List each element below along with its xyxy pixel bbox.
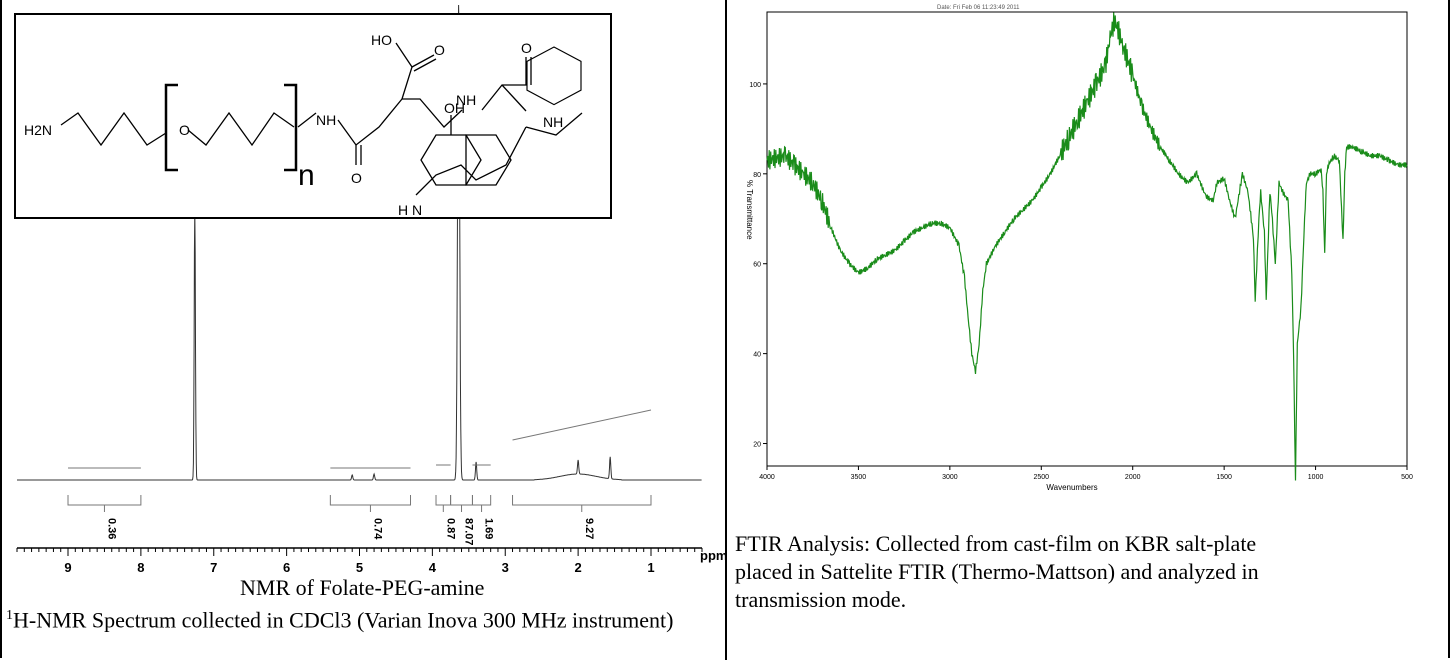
label-nh2: NH	[456, 92, 476, 108]
nmr-integral-label: 0.36	[105, 518, 117, 539]
label-ho: HO	[371, 32, 392, 48]
nmr-caption: 1H-NMR Spectrum collected in CDCl3 (Vari…	[6, 602, 721, 634]
label-n-sub: n	[298, 159, 315, 192]
label-oh: OH	[444, 100, 465, 116]
nmr-spectrum: 9 8 7 6 5 4 3 2 1 0.36 0.74 0.87 87.07 1.69 9.27 ppm	[16, 4, 725, 575]
nmr-caption-text: H-NMR Spectrum collected in CDCl3 (Varia…	[13, 607, 674, 633]
nmr-spectrum-line	[17, 4, 702, 481]
label-h2n: H2N	[24, 122, 52, 138]
label-nh3: NH	[543, 114, 563, 130]
label-o-amide2: O	[521, 40, 532, 56]
ftir-x-tick-label: 1000	[1308, 474, 1324, 481]
nmr-tick-label: 2	[574, 560, 581, 575]
nmr-axis-unit: ppm	[700, 548, 725, 563]
nmr-plot-area	[17, 4, 702, 481]
nmr-integral-label: 9.27	[583, 518, 595, 539]
nmr-x-axis: 9 8 7 6 5 4 3 2 1	[16, 547, 703, 575]
nmr-integrals: 0.36 0.74 0.87 87.07 1.69 9.27	[67, 495, 652, 546]
ftir-y-tick-label: 40	[753, 352, 761, 359]
ftir-x-tick-label: 500	[1401, 474, 1413, 481]
ftir-x-tick-label: 2500	[1033, 474, 1049, 481]
nmr-tick-label: 4	[429, 560, 437, 575]
label-o: O	[179, 122, 190, 138]
ftir-x-tick-label: 3500	[851, 474, 867, 481]
nmr-integral-bracket	[450, 495, 473, 512]
nmr-caption-sup: 1	[6, 608, 13, 623]
nmr-integral-bracket	[435, 495, 452, 512]
ftir-axes: 4000 3500 3000 2500 2000 1500 1000 500 100 80 60 40…	[749, 82, 1413, 481]
nmr-integral-label: 1.69	[483, 518, 495, 539]
label-o-acid: O	[434, 42, 445, 58]
ftir-y-tick-label: 20	[753, 442, 761, 449]
folate-peg-amine-structure: H2N O n NH HO O NH O O NH OH H N	[24, 32, 583, 217]
ftir-x-tick-label: 4000	[759, 474, 775, 481]
label-nh1: NH	[316, 112, 336, 128]
nmr-tick-label: 8	[137, 560, 144, 575]
nmr-tick-label: 7	[210, 560, 217, 575]
structure-inset: H2N O n NH HO O NH O O NH OH H N	[14, 13, 612, 219]
nmr-integral-curve	[512, 409, 652, 441]
nmr-caption-title: NMR of Folate-PEG-amine	[240, 575, 485, 600]
nmr-tick-label: 3	[502, 560, 509, 575]
nmr-integral-label: 0.87	[444, 518, 456, 539]
ftir-xlabel: Wavenumbers	[1046, 483, 1097, 492]
nmr-integral-label: 87.07	[463, 518, 475, 546]
ftir-caption: FTIR Analysis: Collected from cast-film …	[735, 531, 1259, 612]
column-divider	[725, 0, 727, 660]
nmr-integral-bracket	[471, 495, 492, 512]
ftir-header-text: Date: Fri Feb 06 11:23:49 2011	[937, 5, 1020, 11]
ftir-panel: Date: Fri Feb 06 11:23:49 2011 4000 3500 3…	[727, 0, 1450, 660]
nmr-tick-label: 1	[647, 560, 654, 575]
nmr-integral-bracket	[67, 495, 142, 512]
nmr-tick-label: 5	[356, 560, 363, 575]
ftir-y-tick-label: 100	[749, 82, 761, 89]
ftir-ylabel: % Transmittance	[745, 180, 754, 240]
ftir-x-tick-label: 3000	[942, 474, 958, 481]
nmr-integral-bracket	[329, 495, 412, 512]
ftir-y-tick-label: 80	[753, 172, 761, 179]
nmr-integral-label: 0.74	[371, 518, 383, 540]
ftir-x-tick-label: 1500	[1216, 474, 1232, 481]
label-hn: H N	[398, 202, 422, 217]
nmr-panel: 9 8 7 6 5 4 3 2 1 0.36 0.74 0.87 87.07 1.69 9.27 ppm	[2, 0, 725, 660]
ftir-plot-frame	[766, 11, 1408, 467]
ftir-spectrum: Date: Fri Feb 06 11:23:49 2011 4000 3500 3…	[745, 5, 1413, 492]
ftir-series-line	[766, 12, 1408, 481]
nmr-integral-bracket	[512, 495, 652, 512]
nmr-tick-label: 6	[283, 560, 290, 575]
nmr-tick-label: 9	[64, 560, 71, 575]
ftir-x-tick-label: 2000	[1125, 474, 1141, 481]
ftir-y-tick-label: 60	[753, 262, 761, 269]
label-o-amide1: O	[351, 170, 362, 186]
